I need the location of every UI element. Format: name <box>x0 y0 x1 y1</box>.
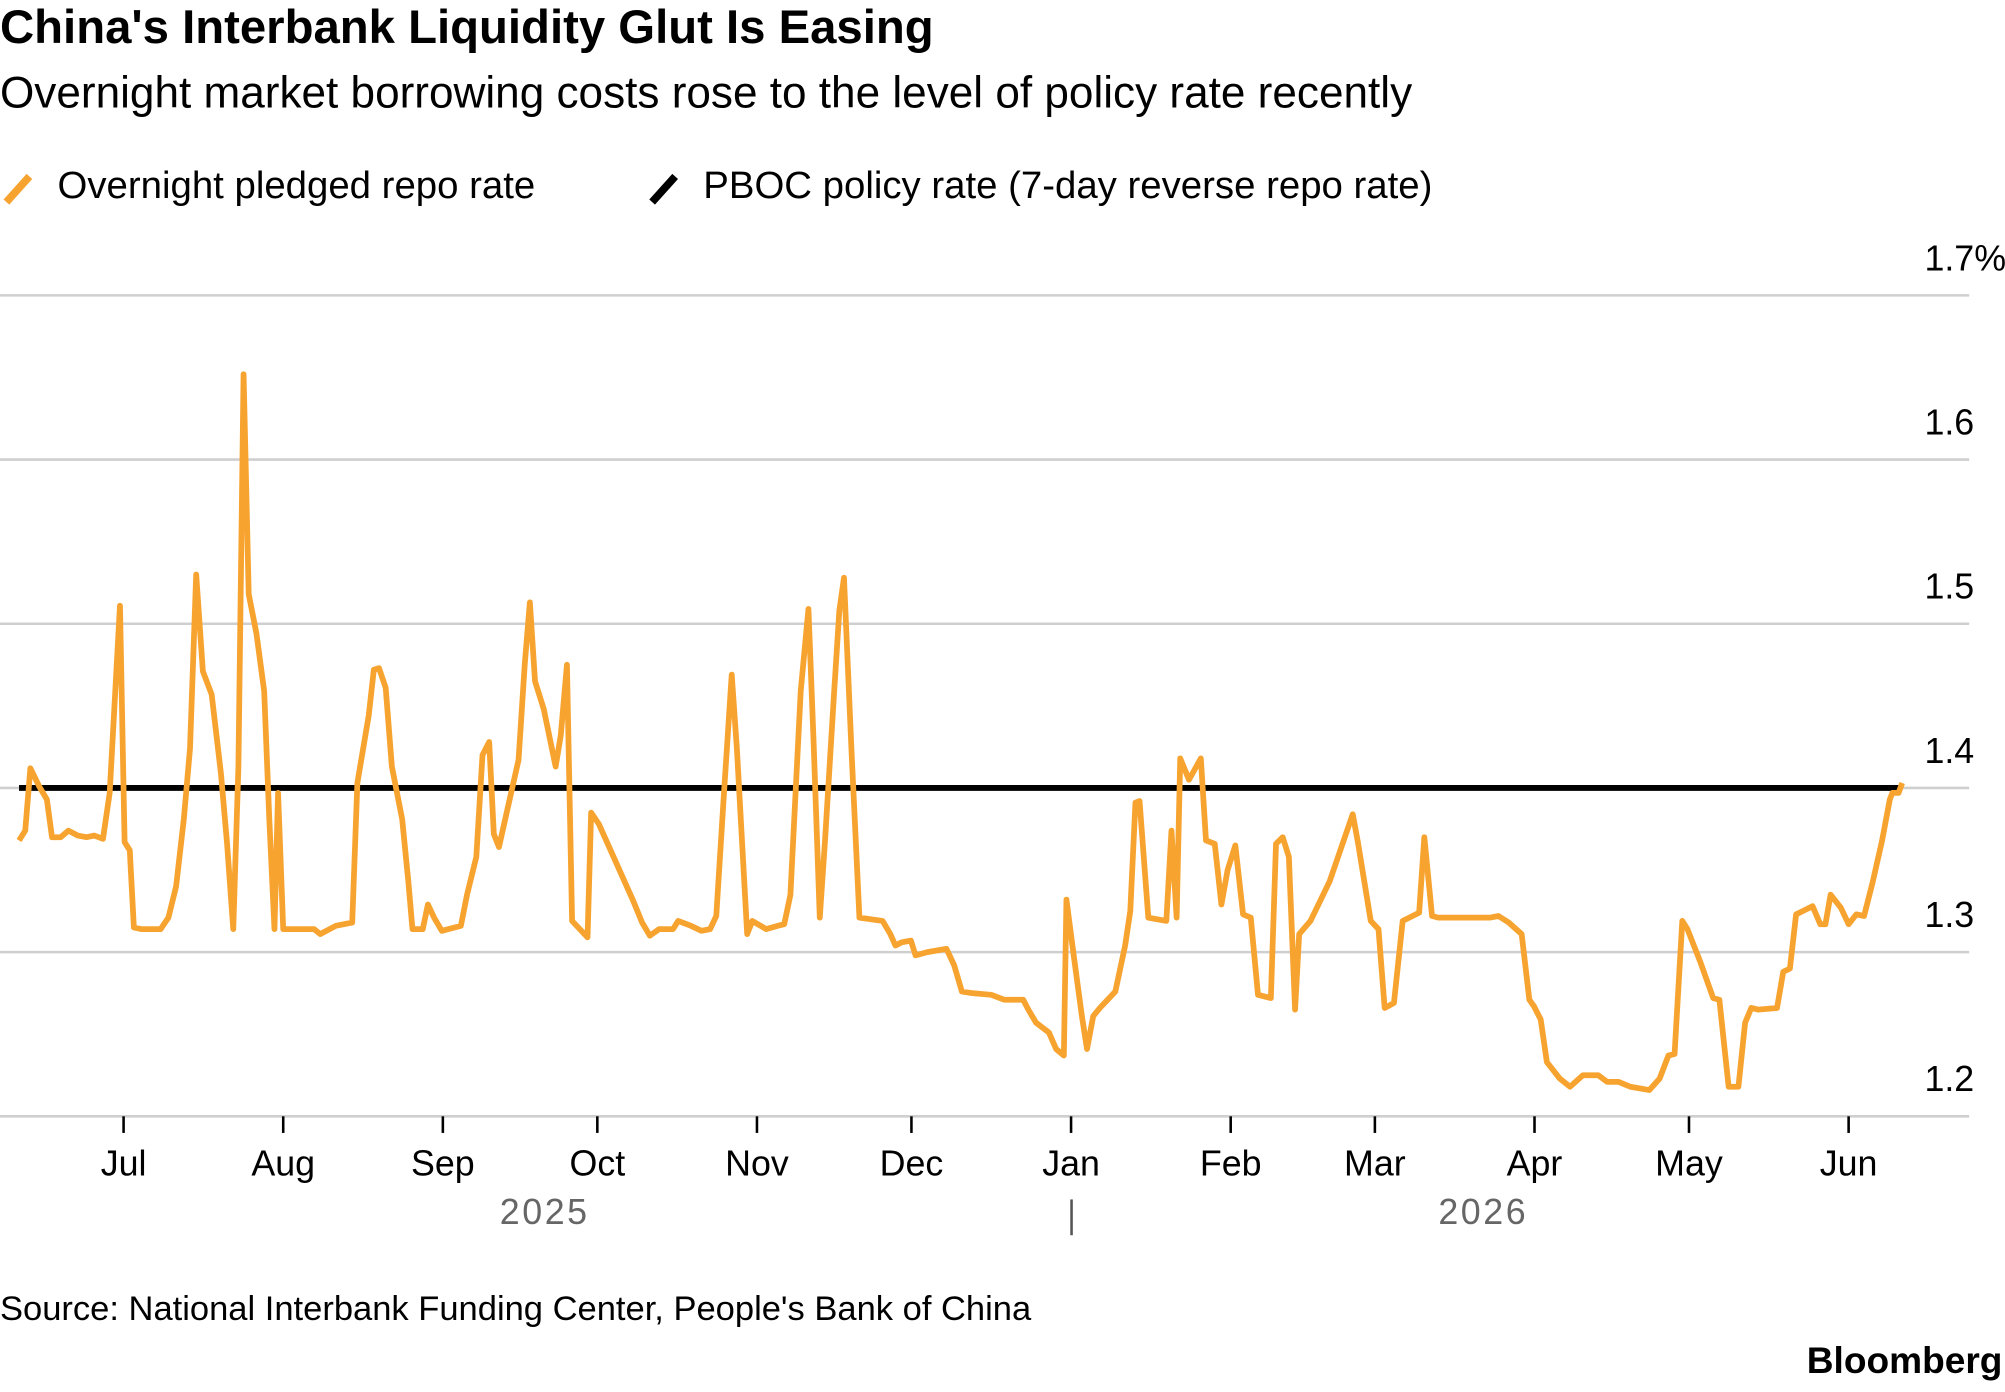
x-tick-label: Jul <box>101 1144 147 1184</box>
year-label: 2025 <box>500 1192 590 1232</box>
chart-subtitle: Overnight market borrowing costs rose to… <box>0 69 1412 118</box>
x-tick-label: Apr <box>1507 1144 1563 1184</box>
x-tick-label: Mar <box>1344 1144 1406 1184</box>
y-tick-label: 1.2 <box>1924 1059 1974 1099</box>
y-tick-label: 1.7% <box>1924 238 2005 278</box>
x-tick-label: Nov <box>725 1144 789 1184</box>
x-tick-label: Dec <box>880 1144 944 1184</box>
y-tick-label: 1.5 <box>1924 567 1974 607</box>
brand: Bloomberg <box>1807 1339 2003 1381</box>
legend-label: PBOC policy rate (7-day reverse repo rat… <box>703 164 1432 207</box>
legend-swatch <box>649 173 679 205</box>
y-tick-label: 1.4 <box>1924 731 1974 771</box>
y-tick-label: 1.6 <box>1924 402 1974 442</box>
x-tick-label: Feb <box>1200 1144 1262 1184</box>
x-tick-label: Sep <box>411 1144 475 1184</box>
source-note: Source: National Interbank Funding Cente… <box>0 1290 1032 1328</box>
legend-swatch <box>3 173 33 205</box>
x-tick-label: May <box>1655 1144 1723 1184</box>
legend-label: Overnight pledged repo rate <box>58 164 536 207</box>
series-line <box>16 371 1905 1093</box>
year-label: 2026 <box>1438 1192 1528 1232</box>
x-tick-label: Jan <box>1042 1144 1100 1184</box>
x-tick-label: Aug <box>251 1144 315 1184</box>
x-tick-label: Jun <box>1820 1144 1878 1184</box>
x-tick-label: Oct <box>569 1144 625 1184</box>
chart-title: China's Interbank Liquidity Glut Is Easi… <box>0 1 934 54</box>
y-tick-label: 1.3 <box>1924 895 1974 935</box>
